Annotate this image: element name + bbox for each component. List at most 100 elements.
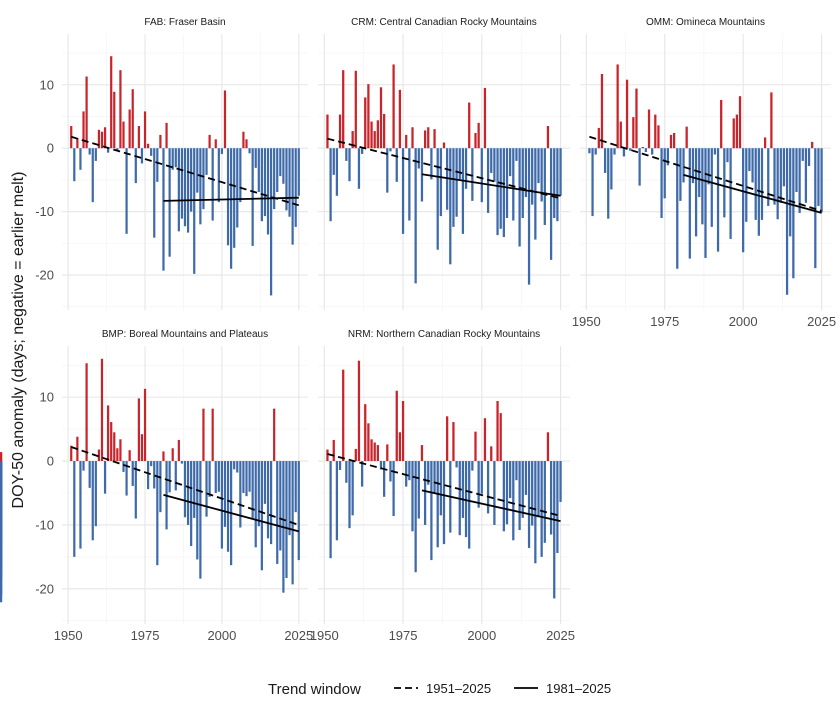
- bar: [383, 461, 386, 497]
- bar: [140, 434, 144, 462]
- bar: [694, 148, 698, 237]
- bar: [263, 461, 267, 504]
- bar: [383, 113, 386, 149]
- bar: [423, 461, 427, 525]
- bar: [242, 461, 245, 493]
- legend-label-1951-2025: 1951–2025: [426, 681, 491, 696]
- x-tick-label: 1950: [54, 628, 83, 643]
- bar: [439, 148, 442, 217]
- bar: [73, 461, 76, 557]
- legend: Trend window 1951–2025 1981–2025: [268, 681, 611, 698]
- bar: [660, 148, 663, 218]
- bar: [490, 148, 493, 173]
- bar: [669, 134, 673, 149]
- bar: [480, 148, 483, 203]
- bar: [436, 148, 439, 250]
- bar: [233, 148, 236, 248]
- bar: [79, 148, 82, 170]
- bar: [100, 131, 104, 149]
- bar: [251, 461, 254, 518]
- bar: [549, 461, 553, 535]
- trend-line-1981-2025: [421, 489, 561, 522]
- bar: [162, 451, 165, 462]
- trend-lines: [327, 453, 561, 522]
- bar: [128, 450, 131, 462]
- bar: [518, 461, 521, 531]
- bar: [524, 148, 528, 198]
- bar: [239, 148, 242, 203]
- trend-line-1981-2025: [683, 173, 822, 214]
- bar: [713, 148, 717, 155]
- bar: [386, 148, 389, 193]
- bar: [97, 129, 101, 149]
- bar: [332, 148, 335, 175]
- bar: [505, 461, 509, 525]
- bar: [297, 148, 300, 196]
- bar: [199, 461, 202, 579]
- bar: [468, 102, 471, 149]
- x-tick-label: 1975: [650, 314, 679, 329]
- bar: [798, 148, 801, 213]
- bar: [82, 111, 85, 149]
- bar: [779, 148, 782, 203]
- bar: [493, 148, 496, 182]
- x-tick-label: 2025: [284, 628, 313, 643]
- bar: [471, 461, 474, 471]
- bar: [183, 148, 187, 227]
- bar: [559, 148, 562, 196]
- bar: [468, 461, 471, 549]
- bar: [546, 432, 550, 462]
- bar: [211, 148, 214, 221]
- bar: [0, 452, 3, 462]
- bar: [338, 114, 342, 149]
- bar: [288, 148, 291, 217]
- bar: [357, 148, 361, 189]
- bar: [122, 121, 125, 149]
- y-axis-label: DOY-50 anomaly (days; negative = earlier…: [10, 172, 27, 509]
- bar: [556, 148, 559, 222]
- bar: [294, 148, 297, 227]
- bar: [499, 148, 502, 229]
- x-tick-label: 1950: [310, 628, 339, 643]
- bar: [248, 148, 251, 154]
- bar: [452, 422, 455, 462]
- bar: [342, 369, 345, 462]
- bar: [143, 388, 147, 462]
- bar: [291, 148, 294, 245]
- bar: [236, 461, 239, 473]
- bar: [226, 148, 230, 246]
- bar: [644, 148, 648, 153]
- bar: [79, 461, 82, 549]
- bar: [196, 148, 199, 193]
- x-tick-label: 1950: [572, 314, 601, 329]
- bar: [591, 148, 594, 217]
- bar: [107, 148, 110, 153]
- trend-line-1981-2025: [163, 494, 300, 533]
- bar: [91, 148, 94, 203]
- bar: [395, 148, 398, 182]
- bars: [326, 64, 562, 285]
- bar: [168, 461, 171, 493]
- bar: [88, 148, 91, 155]
- facet-title: NRM: Northern Canadian Rocky Mountains: [348, 329, 540, 340]
- bar: [770, 92, 773, 149]
- bar: [613, 148, 616, 155]
- bar: [691, 148, 695, 184]
- bar: [220, 461, 224, 549]
- bar: [273, 408, 276, 462]
- bar: [94, 148, 97, 161]
- bar: [223, 461, 227, 527]
- bar: [420, 445, 424, 462]
- bar: [345, 461, 348, 483]
- bar: [632, 117, 635, 149]
- bar: [461, 461, 465, 518]
- bar: [732, 118, 735, 149]
- bar: [279, 148, 282, 177]
- bar: [449, 148, 452, 265]
- bar: [257, 461, 260, 527]
- bar: [119, 439, 122, 462]
- bar: [294, 461, 297, 513]
- bar: [499, 413, 502, 462]
- bar: [635, 88, 638, 149]
- bar: [546, 126, 550, 149]
